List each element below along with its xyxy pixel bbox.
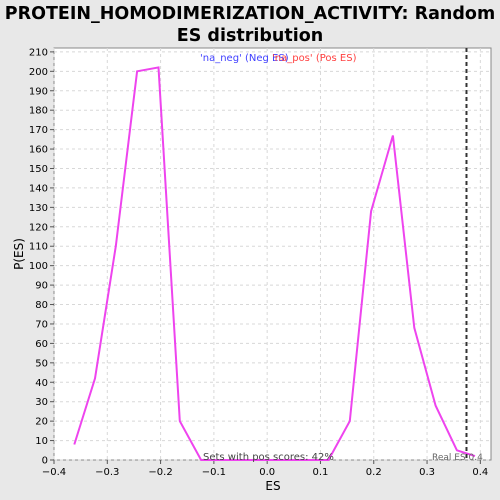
y-tick-label: 200 [29,67,48,78]
grid-layer [53,48,491,461]
y-tick-label: 150 [29,164,48,175]
y-tick-label: 140 [29,183,48,194]
y-tick-label: 160 [29,145,48,156]
y-tick-label: 100 [29,261,48,272]
y-tick-label: 210 [29,47,48,58]
legend-entry-neg: 'na_neg' (Neg ES) [200,53,289,64]
y-tick-label: 70 [35,319,48,330]
pos-score-annotation: Sets with pos scores: 42% [203,452,334,463]
legend-entry-pos: 'na_pos' (Pos ES) [272,53,357,64]
x-tick-label: 0.0 [259,467,275,478]
x-tick-label: −0.2 [148,467,172,478]
y-tick-label: 20 [35,417,48,428]
y-tick-label: 110 [29,242,48,253]
y-tick-label: 90 [35,281,48,292]
x-tick-label: 0.1 [313,467,329,478]
x-tick-label: −0.3 [95,467,119,478]
y-tick-label: 60 [35,339,48,350]
plot-area [53,47,492,461]
x-tick-label: 0.4 [472,467,488,478]
x-tick-label: −0.4 [42,467,66,478]
y-tick-label: 170 [29,125,48,136]
chart-title-line-2: ES distribution [177,26,323,46]
y-tick-label: 180 [29,106,48,117]
y-tick-label: 190 [29,86,48,97]
y-tick-label: 120 [29,222,48,233]
y-axis: 0 10 20 30 40 50 60 70 80 90 100 110 120 130 140 150 160… [29,47,54,467]
y-tick-label: 0 [42,456,48,467]
x-tick-label: 0.2 [366,467,382,478]
y-tick-label: 40 [35,378,48,389]
chart-title-line-1: PROTEIN_HOMODIMERIZATION_ACTIVITY: Rando… [5,4,495,24]
y-tick-label: 80 [35,300,48,311]
y-tick-label: 10 [35,436,48,447]
y-axis-label: P(ES) [12,238,26,270]
es-distribution-line [73,66,476,461]
x-tick-label: 0.3 [419,467,435,478]
y-tick-label: 30 [35,397,48,408]
x-axis: −0.4 −0.3 −0.2 −0.1 0.0 0.1 0.2 0.3 0.4 [42,460,488,478]
y-tick-label: 50 [35,358,48,369]
real-es-label: Real ES 0.4 [432,453,483,463]
x-axis-label: ES [265,479,280,493]
x-tick-label: −0.1 [202,467,226,478]
series-layer [73,66,476,461]
y-tick-label: 130 [29,203,48,214]
